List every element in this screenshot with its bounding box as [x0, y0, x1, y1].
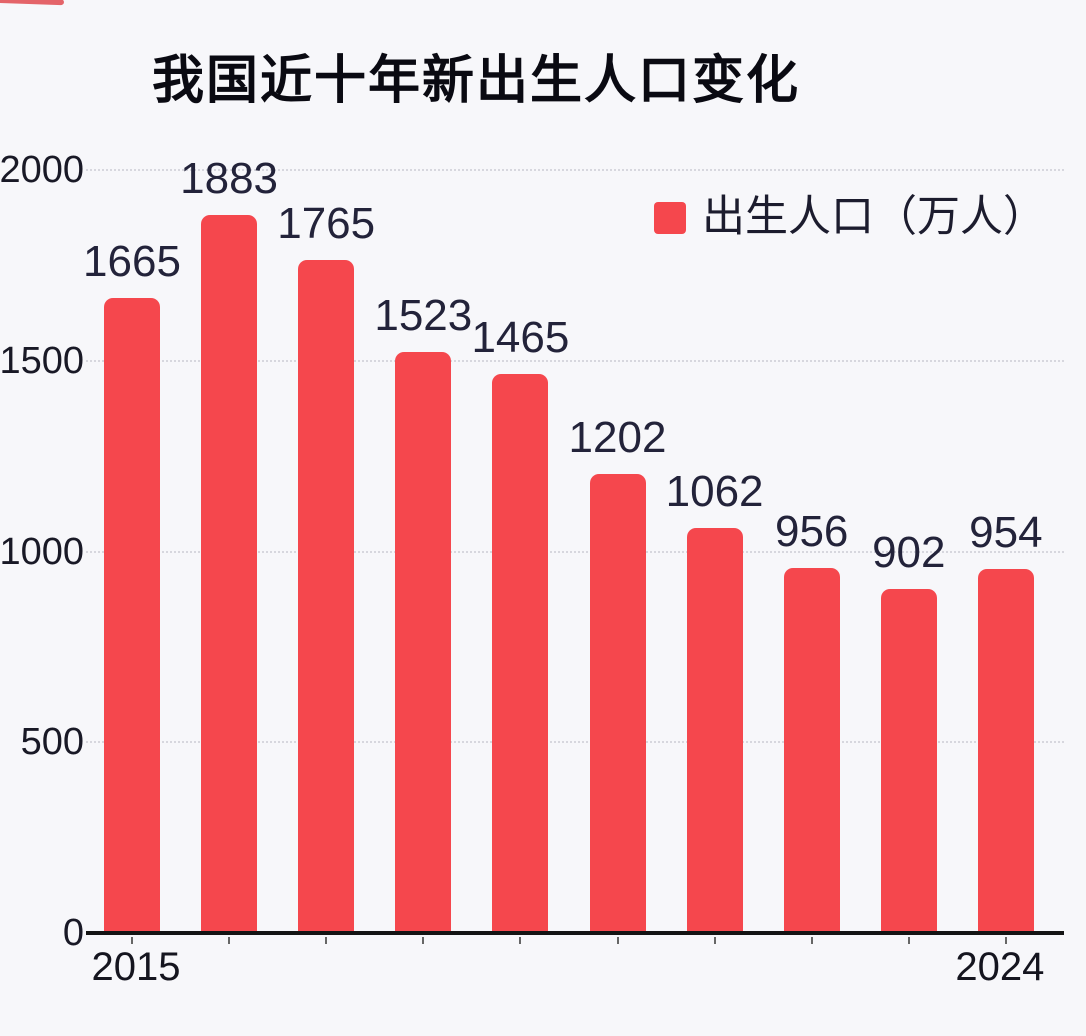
bar-value-label-2020: 1202 — [568, 413, 667, 463]
bar-value-label-2021: 1062 — [665, 466, 764, 516]
x-axis-tick — [325, 937, 328, 944]
bar-2022 — [783, 568, 840, 933]
x-axis-tick — [131, 937, 133, 944]
bar-value-label-2023: 902 — [872, 527, 946, 577]
bar-2023 — [880, 588, 937, 933]
bar-value-label-2017: 1765 — [277, 198, 376, 248]
bar-value-label-2016: 1883 — [180, 153, 279, 203]
bar-2019 — [492, 374, 549, 933]
y-axis-tick-label: 500 — [20, 721, 84, 764]
gridline-500 — [86, 741, 1064, 744]
y-axis-tick-label: 0 — [62, 912, 84, 954]
chart-title: 我国近十年新出生人口变化 — [152, 52, 801, 110]
x-axis-label-first: 2015 — [91, 945, 181, 989]
legend: 出生人口（万人） — [654, 196, 1046, 239]
bar-2024 — [977, 569, 1034, 933]
x-axis-tick — [1004, 937, 1007, 944]
bar-2015 — [104, 297, 160, 933]
bar-value-label-2019: 1465 — [471, 313, 570, 363]
x-axis-tick — [519, 937, 522, 944]
x-axis-tick — [810, 937, 813, 944]
bar-2017 — [298, 259, 355, 933]
y-axis-tick-label: 1000 — [0, 530, 84, 573]
y-axis-tick-label: 2000 — [0, 149, 84, 191]
bar-value-label-2018: 1523 — [374, 290, 473, 340]
x-axis-tick — [422, 937, 425, 944]
gridline-1000 — [86, 550, 1064, 553]
x-axis-tick — [616, 937, 619, 944]
bar-2018 — [395, 351, 452, 933]
bar-2020 — [589, 474, 646, 933]
gridline-1500 — [86, 359, 1064, 362]
bar-2021 — [686, 527, 743, 933]
x-axis-tick — [907, 937, 910, 944]
x-axis-label-last: 2024 — [955, 945, 1045, 989]
bar-value-label-2024: 954 — [969, 508, 1043, 558]
x-axis-line — [86, 931, 1064, 935]
x-axis-tick — [713, 937, 716, 944]
legend-label: 出生人口（万人） — [702, 193, 1046, 241]
bar-value-label-2015: 1665 — [83, 236, 181, 286]
y-axis-tick-label: 1500 — [0, 339, 84, 382]
bar-2016 — [201, 214, 258, 933]
x-axis-tick — [228, 937, 231, 944]
bar-value-label-2022: 956 — [774, 507, 849, 557]
legend-swatch-icon — [654, 201, 686, 234]
gridline-2000 — [86, 169, 1064, 171]
